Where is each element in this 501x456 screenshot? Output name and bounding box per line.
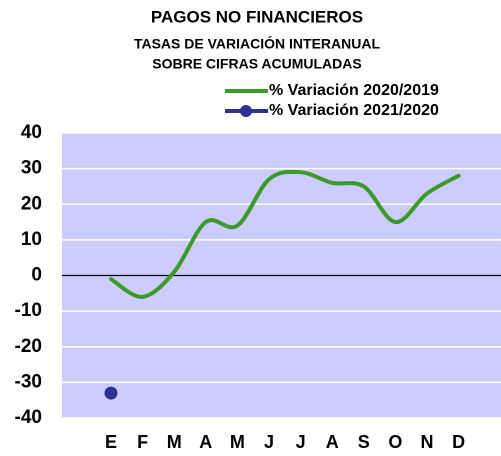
chart-subtitle: SOBRE CIFRAS ACUMULADAS bbox=[152, 56, 361, 72]
chart-subtitle: TASAS DE VARIACIÓN INTERANUAL bbox=[134, 35, 380, 52]
chart-title: PAGOS NO FINANCIEROS bbox=[151, 7, 363, 26]
legend-marker bbox=[240, 105, 252, 117]
x-tick-label: A bbox=[199, 432, 212, 452]
legend-label: % Variación 2021/2020 bbox=[269, 102, 439, 119]
x-tick-label: S bbox=[358, 432, 370, 452]
x-tick-label: A bbox=[326, 432, 339, 452]
y-tick-label: -20 bbox=[15, 336, 42, 357]
series-point bbox=[104, 386, 118, 400]
x-tick-label: E bbox=[105, 432, 117, 452]
x-tick-label: F bbox=[137, 432, 148, 452]
y-tick-label: 10 bbox=[21, 229, 42, 250]
y-tick-label: 40 bbox=[21, 122, 42, 143]
x-tick-label: M bbox=[230, 432, 245, 452]
legend-label: % Variación 2020/2019 bbox=[269, 82, 439, 99]
y-tick-label: -10 bbox=[15, 300, 42, 321]
y-tick-label: 20 bbox=[21, 193, 42, 214]
series-line bbox=[109, 169, 461, 299]
y-tick-label: 30 bbox=[21, 158, 42, 179]
y-tick-label: -40 bbox=[15, 407, 42, 428]
x-tick-label: J bbox=[264, 432, 274, 452]
y-tick-label: -30 bbox=[15, 371, 42, 392]
x-tick-label: M bbox=[167, 432, 182, 452]
x-tick-label: D bbox=[452, 432, 465, 452]
x-tick-label: J bbox=[296, 432, 306, 452]
x-tick-label: O bbox=[388, 432, 402, 452]
x-tick-label: N bbox=[421, 432, 434, 452]
y-tick-label: 0 bbox=[31, 265, 42, 286]
